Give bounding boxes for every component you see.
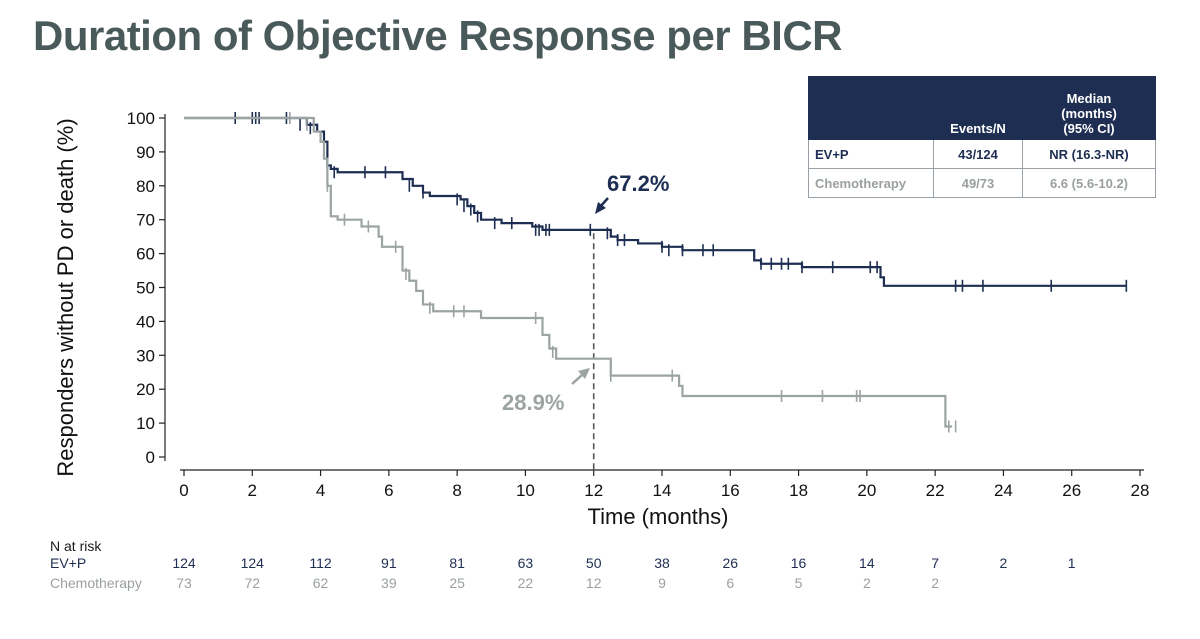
risk-count-evp: 112 [309,555,332,571]
annotation-chemo: 28.9% [502,390,564,415]
x-tick-label: 2 [248,481,257,500]
legend-arm-evp: EV+P [808,139,934,169]
x-tick-label: 24 [994,481,1013,500]
y-tick-label: 80 [136,177,155,196]
risk-count-evp: 81 [449,555,465,571]
y-tick-label: 50 [136,279,155,298]
risk-table-title: N at risk [50,538,102,554]
legend-header-events: Events/N [933,76,1023,140]
x-tick-label: 0 [179,481,188,500]
risk-count-evp: 2 [999,555,1008,571]
risk-count-chemo: 39 [381,575,397,591]
legend-row-chemo: Chemotherapy 49/73 6.6 (5.6-10.2) [808,168,1156,198]
series-line-chemo [184,116,953,428]
x-tick-label: 28 [1131,481,1150,500]
risk-count-evp: 38 [654,555,670,571]
page-title: Duration of Objective Response per BICR [33,12,842,59]
annotation-evp: 67.2% [607,171,669,196]
legend-header-median-line: (months) [1061,106,1117,121]
risk-count-evp: 26 [722,555,739,571]
risk-count-evp: 50 [585,555,602,571]
y-tick-label: 40 [136,312,155,331]
risk-count-evp: 63 [517,555,534,571]
y-axis-label: Responders without PD or death (%) [53,118,78,476]
risk-count-chemo: 22 [517,575,534,591]
x-tick-label: 6 [384,481,393,500]
risk-count-evp: 124 [172,555,196,571]
x-tick-label: 10 [516,481,535,500]
risk-count-chemo: 5 [794,575,803,591]
risk-count-evp: 7 [931,555,940,571]
risk-count-chemo: 73 [176,575,192,591]
legend-table: Events/N Median (months) (95% CI) EV+P 4… [808,76,1156,198]
risk-count-chemo: 62 [312,575,329,591]
legend-arm-chemo: Chemotherapy [808,168,934,198]
y-tick-label: 70 [136,211,155,230]
legend-median-chemo: 6.6 (5.6-10.2) [1022,168,1156,198]
annotation-arrowhead-evp [595,202,606,214]
y-tick-label: 60 [136,245,155,264]
risk-count-chemo: 25 [449,575,465,591]
legend-events-evp: 43/124 [933,139,1023,169]
y-tick-label: 100 [127,109,155,128]
risk-count-chemo: 72 [244,575,261,591]
x-tick-label: 26 [1062,481,1081,500]
legend-header-arm [808,76,934,140]
y-tick-label: 10 [136,414,155,433]
x-tick-label: 16 [721,481,740,500]
risk-count-chemo: 12 [585,575,602,591]
chart-plot-area [184,112,1128,470]
risk-count-evp: 14 [859,555,875,571]
legend-median-evp: NR (16.3-NR) [1022,139,1156,169]
risk-count-evp: 1 [1067,555,1076,571]
risk-count-chemo: 6 [726,575,735,591]
annotation-arrowhead-chemo [578,368,590,379]
x-tick-label: 22 [926,481,945,500]
legend-events-chemo: 49/73 [933,168,1023,198]
x-tick-label: 8 [452,481,461,500]
risk-count-evp: 16 [790,555,807,571]
risk-count-evp: 91 [381,555,397,571]
y-tick-label: 90 [136,143,155,162]
x-tick-label: 18 [789,481,808,500]
y-tick-label: 30 [136,346,155,365]
risk-count-chemo: 2 [931,575,940,591]
risk-count-chemo: 2 [862,575,871,591]
y-tick-label: 0 [146,448,155,467]
annotation-arrow-chemo [571,374,583,385]
x-tick-label: 20 [857,481,876,500]
risk-label-evp: EV+P [50,555,87,571]
risk-count-evp: 124 [240,555,264,571]
x-axis-label: Time (months) [588,504,729,529]
legend-row-evp: EV+P 43/124 NR (16.3-NR) [808,139,1156,169]
legend-header-row: Events/N Median (months) (95% CI) [808,76,1156,140]
series-line-evp [184,116,1127,287]
legend-header-median: Median (months) (95% CI) [1022,76,1156,140]
risk-count-chemo: 9 [658,575,666,591]
x-tick-label: 12 [584,481,603,500]
legend-header-median-line: Median [1066,91,1112,106]
y-tick-label: 20 [136,380,155,399]
x-tick-label: 14 [653,481,672,500]
risk-label-chemo: Chemotherapy [50,575,142,591]
legend-header-median-line: (95% CI) [1063,121,1115,136]
x-tick-label: 4 [316,481,325,500]
chart-labels: Time (months) Responders without PD or de… [53,118,728,529]
